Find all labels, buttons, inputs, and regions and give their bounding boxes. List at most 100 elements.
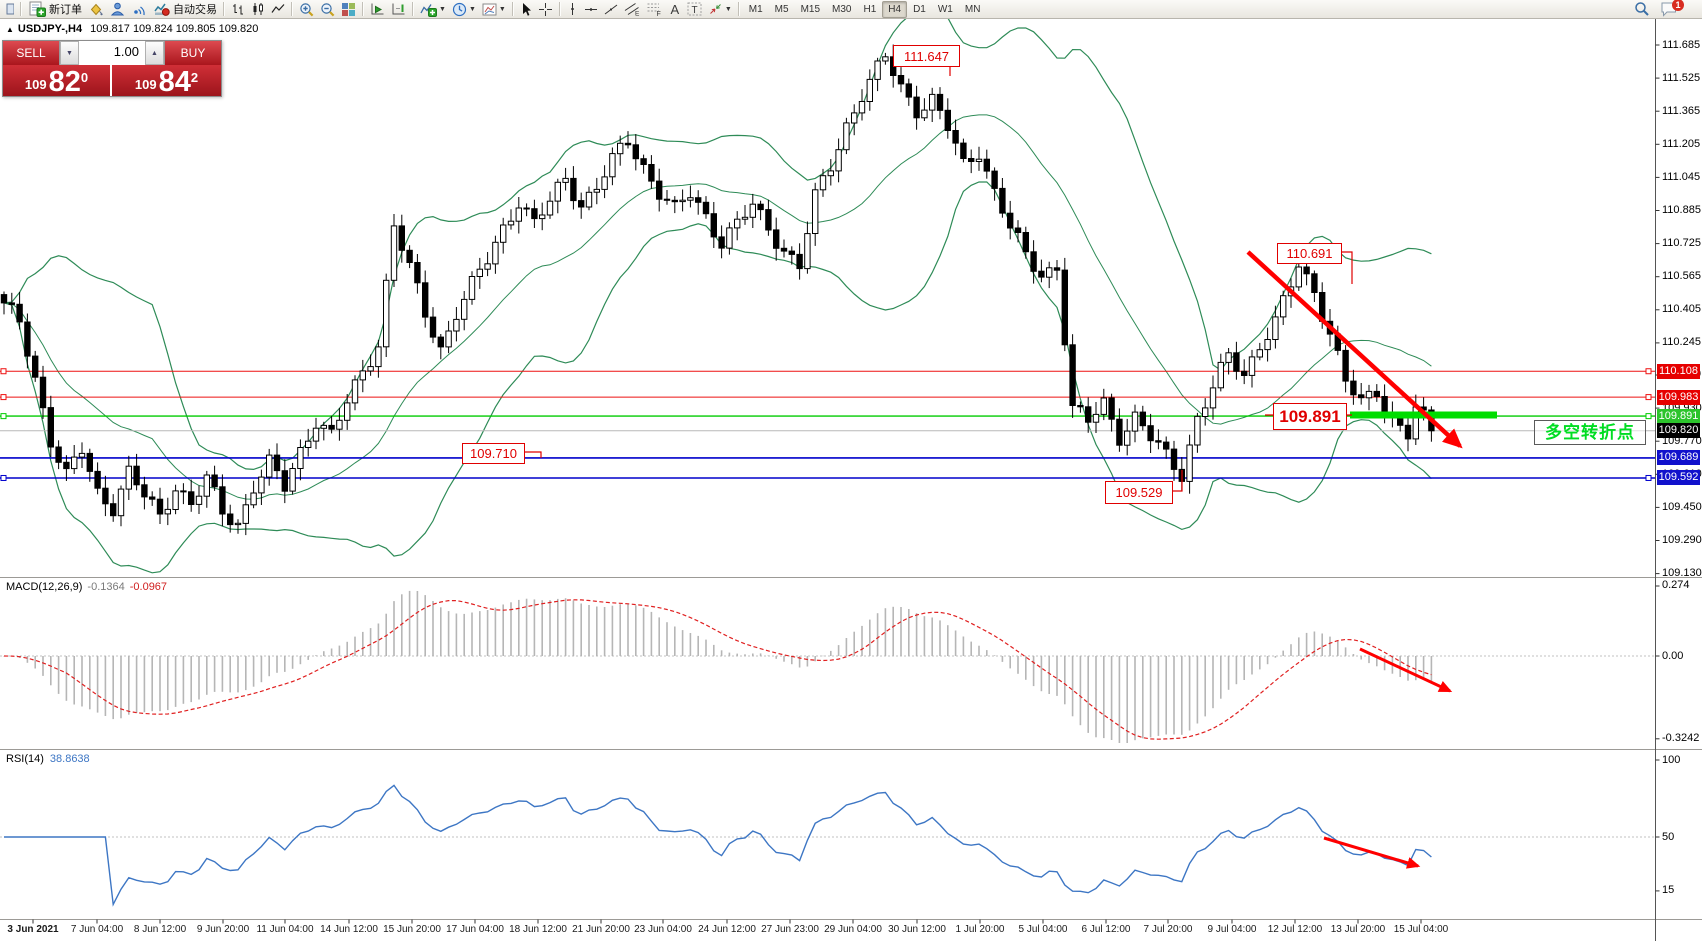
buy-price-big: 84 bbox=[158, 66, 191, 98]
toolbar-separator bbox=[737, 2, 740, 16]
timeframe-button-m1[interactable]: M1 bbox=[748, 3, 763, 15]
timeframe-button-m30[interactable]: M30 bbox=[832, 3, 852, 15]
price-callout-label[interactable]: 109.891 bbox=[1273, 403, 1347, 430]
search-icon[interactable] bbox=[1631, 1, 1653, 18]
bar-chart-icon[interactable] bbox=[228, 1, 248, 18]
volume-increase-button[interactable]: ▲ bbox=[145, 41, 164, 65]
time-axis-label: 8 Jun 12:00 bbox=[133, 924, 187, 935]
price-callout-label[interactable]: 110.691 bbox=[1277, 243, 1342, 264]
symbol-quotes: 109.817 109.824 109.805 109.820 bbox=[90, 23, 259, 35]
signals-icon[interactable] bbox=[128, 1, 150, 18]
notification-badge: 1 bbox=[1672, 0, 1684, 11]
buy-price-small: 109 bbox=[134, 77, 157, 92]
indicators-icon[interactable]: ▼ bbox=[417, 1, 449, 18]
buy-price-sup: 2 bbox=[190, 70, 199, 85]
chevron-down-icon[interactable]: ▼ bbox=[439, 5, 446, 13]
time-axis-label: 13 Jul 20:00 bbox=[1330, 924, 1386, 935]
timeframe-button-m15[interactable]: M15 bbox=[800, 3, 821, 15]
sell-price[interactable]: 109 82 0 bbox=[3, 65, 112, 97]
channel-icon[interactable]: E bbox=[621, 1, 643, 18]
price-callout-label[interactable]: 111.647 bbox=[893, 45, 960, 67]
time-axis-label: 24 Jun 12:00 bbox=[698, 924, 756, 935]
rsi-scale-label: 100 bbox=[1662, 753, 1681, 766]
timeframe-button-d1[interactable]: D1 bbox=[913, 3, 926, 15]
buy-price[interactable]: 109 84 2 bbox=[112, 65, 221, 98]
timeframe-button-h4[interactable]: H4 bbox=[882, 0, 908, 18]
chat-icon[interactable]: 1 bbox=[1657, 0, 1693, 18]
trendline-icon[interactable] bbox=[601, 1, 621, 18]
autotrading-button-label: 自动交易 bbox=[173, 4, 217, 16]
chevron-down-icon[interactable]: ▼ bbox=[724, 5, 732, 13]
time-axis-label: 3 Jun 2021 bbox=[7, 924, 59, 935]
volume-input[interactable]: 1.00 bbox=[113, 44, 139, 59]
chart-styles-bucket-icon[interactable] bbox=[85, 1, 107, 18]
time-axis-label: 9 Jul 04:00 bbox=[1207, 924, 1257, 935]
vertical-line-icon[interactable] bbox=[564, 1, 581, 18]
fibonacci-icon[interactable]: F bbox=[643, 1, 665, 18]
tile-windows-icon[interactable] bbox=[338, 1, 359, 18]
periods-icon[interactable]: ▼ bbox=[449, 1, 479, 18]
macd-main-value: -0.1364 bbox=[87, 581, 125, 593]
price-callout-label[interactable]: 109.710 bbox=[462, 443, 525, 464]
chevron-down-icon[interactable]: ▼ bbox=[468, 5, 476, 13]
time-axis-label: 23 Jun 04:00 bbox=[634, 924, 692, 935]
toolbar-separator bbox=[20, 2, 22, 16]
price-scale-label: 109.450 bbox=[1662, 500, 1702, 513]
toolbar-separator bbox=[362, 2, 364, 16]
time-axis-label: 30 Jun 12:00 bbox=[888, 924, 946, 935]
cursor-icon[interactable] bbox=[517, 1, 535, 18]
price-scale-label: 111.525 bbox=[1662, 71, 1701, 84]
price-level-label: 109.689 bbox=[1657, 450, 1700, 466]
chart-shift-icon[interactable] bbox=[388, 1, 409, 18]
time-axis-label: 27 Jun 23:00 bbox=[761, 924, 819, 935]
one-click-trading-panel: SELL ▼ 1.00 ▲ BUY 109 82 0 109 84 2 bbox=[2, 40, 222, 97]
buy-button[interactable]: BUY bbox=[165, 41, 221, 65]
svg-text:A: A bbox=[670, 2, 679, 16]
time-axis-label: 18 Jun 12:00 bbox=[509, 924, 567, 935]
price-scale-label: 109.290 bbox=[1662, 533, 1702, 546]
candlestick-chart-icon[interactable] bbox=[248, 1, 268, 18]
profile-icon[interactable] bbox=[107, 1, 128, 18]
new-order-button[interactable]: 新订单 bbox=[25, 1, 85, 18]
chevron-down-icon[interactable]: ▼ bbox=[498, 5, 506, 13]
time-axis-label: 15 Jun 20:00 bbox=[383, 924, 441, 935]
volume-decrease-button[interactable]: ▼ bbox=[60, 41, 79, 65]
crosshair-icon[interactable] bbox=[535, 1, 556, 18]
autotrading-button[interactable]: 自动交易 bbox=[150, 1, 220, 18]
toolbar-separator bbox=[511, 2, 514, 16]
timeframe-button-h1[interactable]: H1 bbox=[863, 3, 877, 15]
macd-scale-label: -0.3242 bbox=[1662, 732, 1700, 745]
svg-text:F: F bbox=[656, 11, 660, 16]
toolbar-separator bbox=[291, 2, 293, 16]
timeframe-button-w1[interactable]: W1 bbox=[937, 3, 953, 15]
rsi-scale-label: 15 bbox=[1662, 884, 1675, 897]
templates-icon[interactable]: ▼ bbox=[479, 1, 509, 18]
text-icon[interactable]: A bbox=[665, 1, 684, 18]
price-callout-label[interactable]: 109.529 bbox=[1105, 481, 1173, 504]
price-scale-label: 109.130 bbox=[1662, 567, 1702, 580]
price-scale-label: 111.045 bbox=[1662, 170, 1701, 183]
macd-scale-label: 0.00 bbox=[1662, 649, 1684, 662]
timeframe-button-m5[interactable]: M5 bbox=[774, 3, 789, 15]
trend-turning-point-note[interactable]: 多空转折点 bbox=[1534, 420, 1646, 445]
time-axis-label: 7 Jul 20:00 bbox=[1143, 924, 1193, 935]
shapes-icon[interactable]: ▼ bbox=[705, 1, 735, 18]
macd-indicator-label: MACD(12,26,9) -0.1364 -0.0967 bbox=[6, 581, 168, 593]
line-chart-icon[interactable] bbox=[268, 1, 288, 18]
rsi-value: 38.8638 bbox=[49, 753, 90, 765]
sell-button[interactable]: SELL bbox=[3, 41, 59, 65]
zoom-in-icon[interactable] bbox=[296, 1, 317, 18]
zoom-out-icon[interactable] bbox=[317, 1, 338, 18]
clipped-window-icon[interactable] bbox=[3, 1, 17, 18]
horizontal-line-icon[interactable] bbox=[581, 1, 601, 18]
time-axis-label: 29 Jun 04:00 bbox=[824, 924, 882, 935]
timeframe-button-mn[interactable]: MN bbox=[964, 3, 981, 15]
text-label-icon[interactable]: T bbox=[684, 1, 705, 18]
new-order-button-label: 新订单 bbox=[49, 4, 82, 16]
time-axis-label: 12 Jul 12:00 bbox=[1267, 924, 1323, 935]
price-scale-label: 111.205 bbox=[1662, 137, 1701, 150]
time-axis-label: 11 Jun 04:00 bbox=[256, 924, 314, 935]
rsi-scale-label: 50 bbox=[1662, 830, 1675, 843]
auto-scroll-icon[interactable] bbox=[367, 1, 388, 18]
